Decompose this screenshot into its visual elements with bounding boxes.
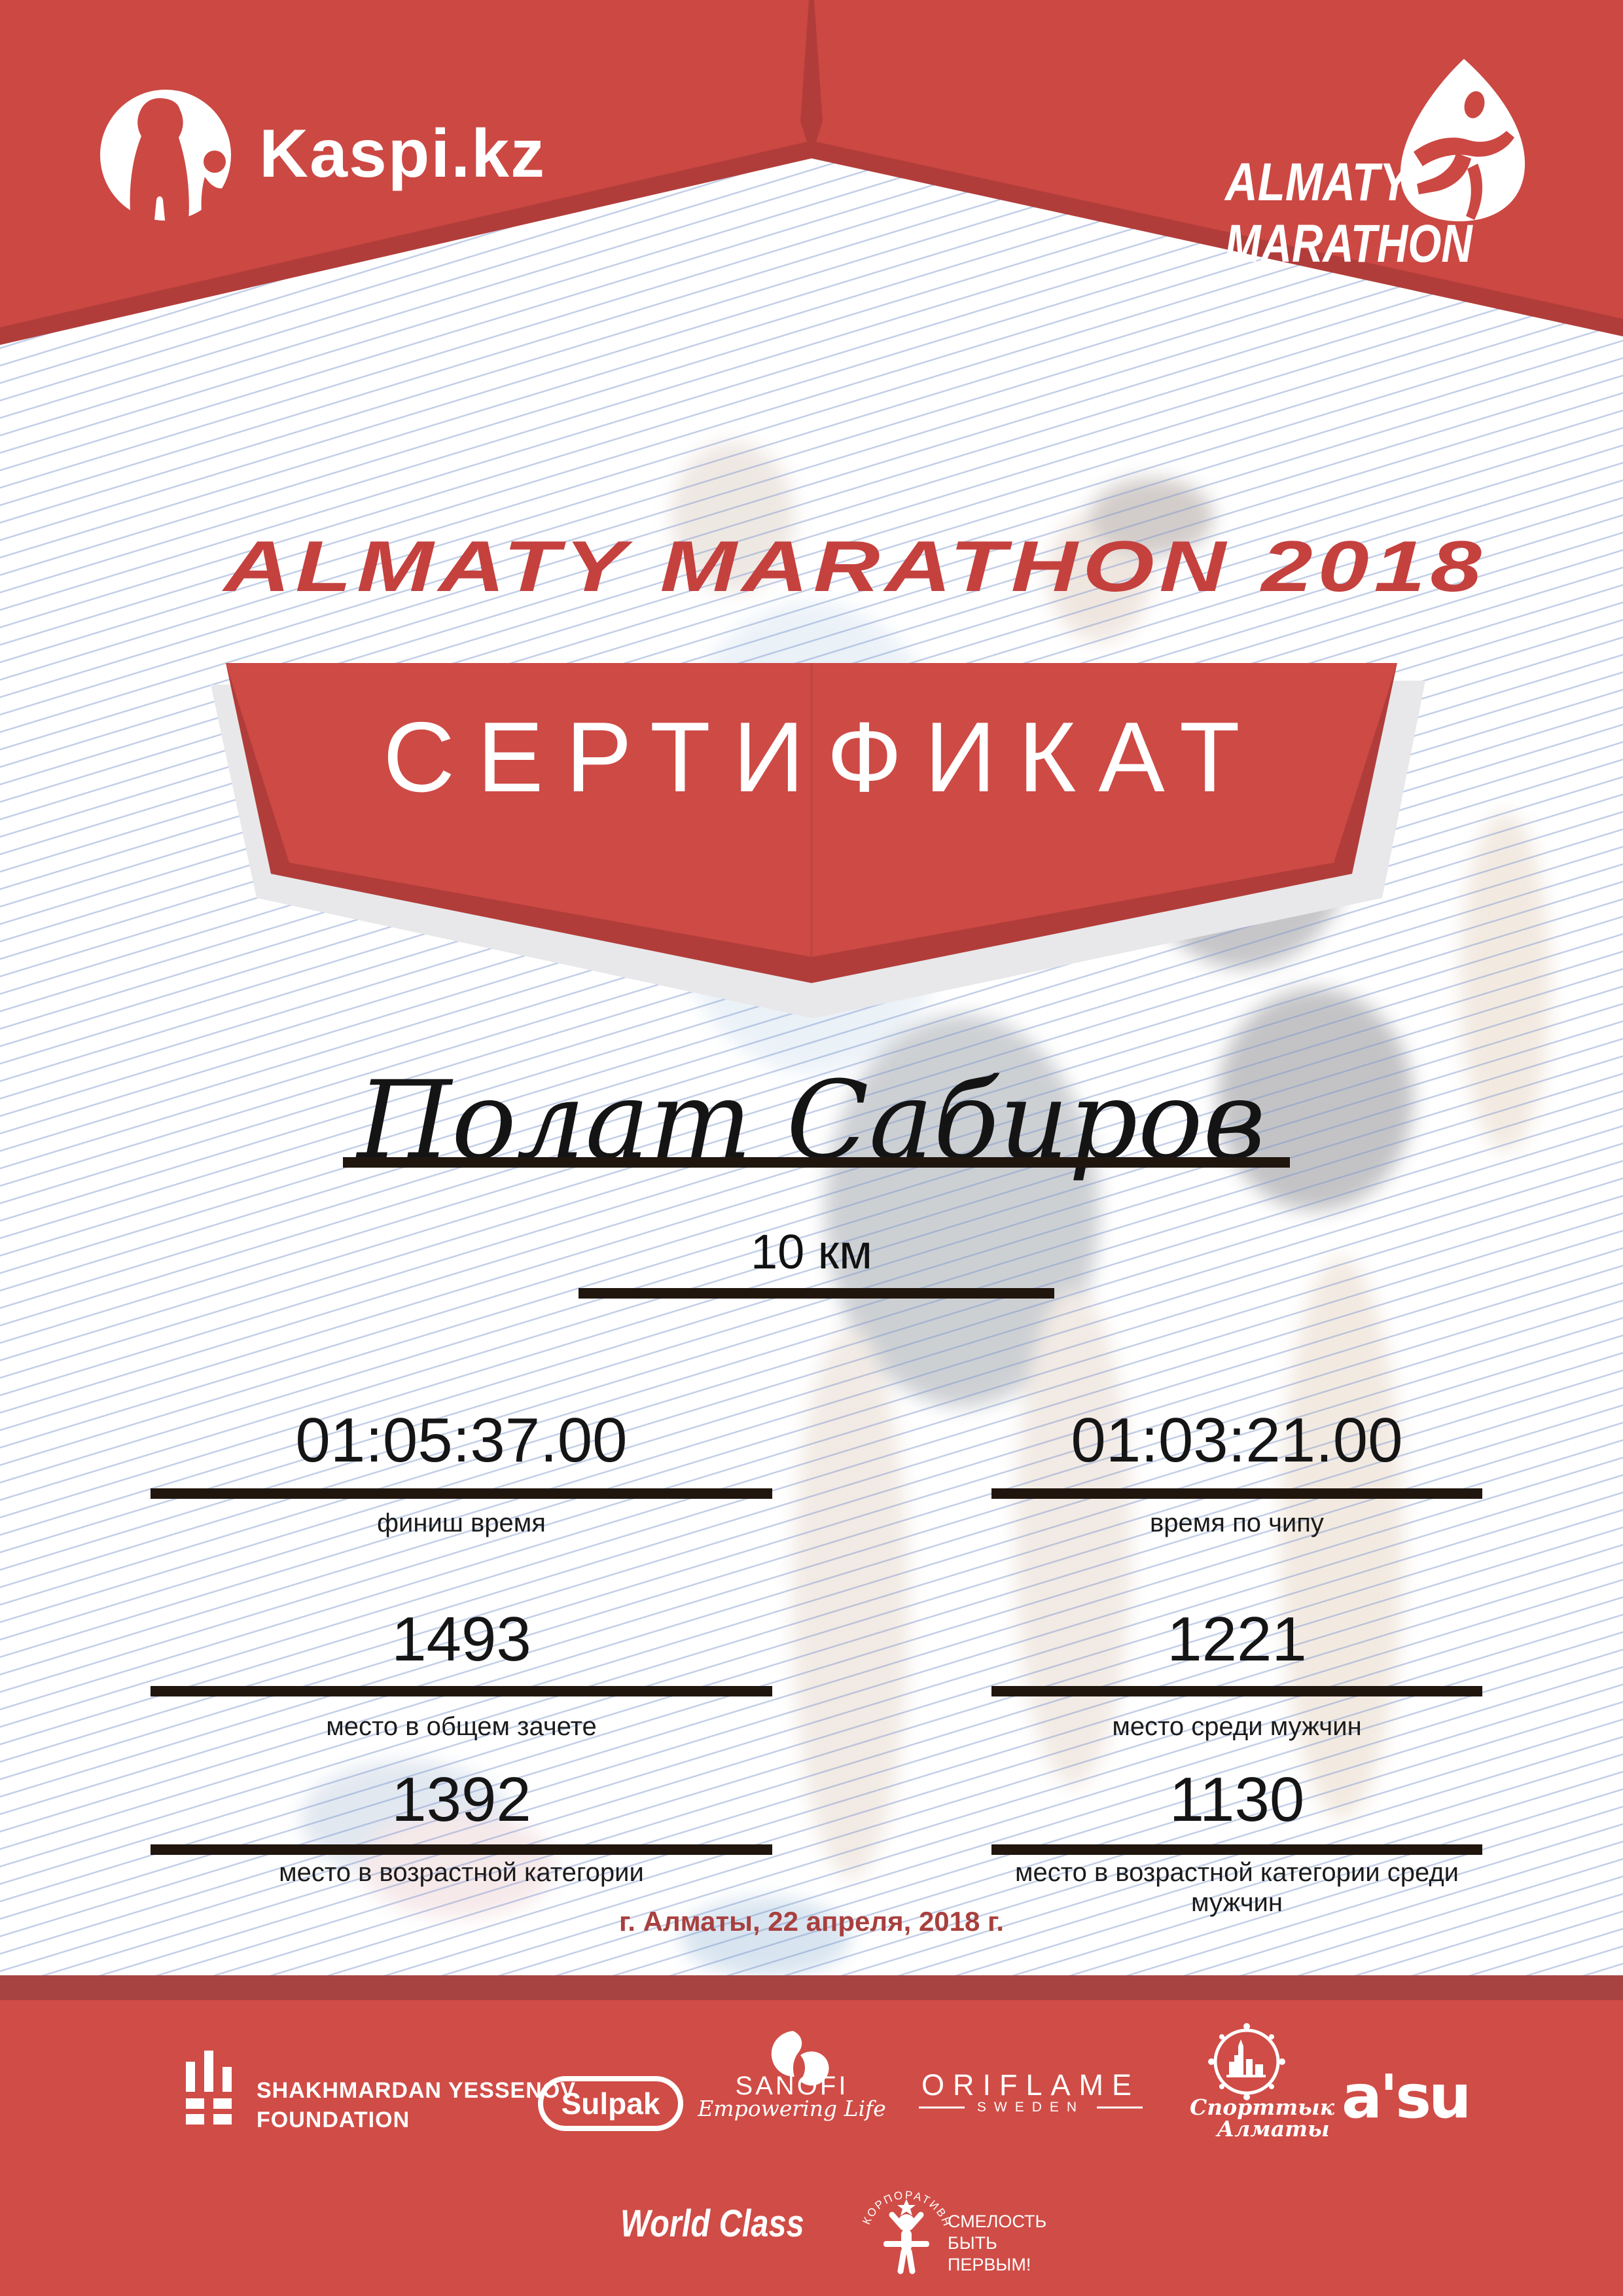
kaspi-logo-icon (100, 90, 249, 254)
footer-strip (0, 1975, 1623, 2000)
yessenov-foundation-icon (186, 2051, 232, 2125)
age-men-place-label: место в возрастной категории среди мужчи… (1014, 1858, 1459, 1917)
men-place-underline (991, 1686, 1482, 1696)
world-class-logo-text: World Class (620, 2202, 804, 2245)
name-underline (343, 1157, 1290, 1168)
overall-place-label: место в общем зачете (326, 1712, 597, 1741)
oriflame-sweden-text: SWEDEN (976, 2100, 1085, 2115)
sulpak-logo-text: Sulpak (561, 2087, 660, 2121)
event-title: ALMATY MARATHON 2018 (224, 526, 1487, 607)
oriflame-logo-text: ORIFLAME (921, 2068, 1141, 2102)
chip-time-label: время по чипу (1150, 1509, 1324, 1537)
age-place-value: 1392 (391, 1765, 531, 1835)
almaty-marathon-logo-line1: ALMATY (1225, 152, 1410, 212)
distance-value: 10 км (750, 1225, 873, 1279)
overall-place-underline (151, 1686, 772, 1696)
event-date-line: г. Алматы, 22 апреля, 2018 г. (619, 1906, 1004, 1937)
header-ribbon-crease (800, 0, 823, 157)
footer-band (0, 2000, 1623, 2296)
fund-slogan-line2: БЫТЬ (948, 2233, 997, 2253)
header-ribbon (0, 0, 1623, 327)
almaty-marathon-logo-line2: MARATHON (1225, 214, 1472, 274)
sport-almaty-emblem (1208, 2023, 1285, 2100)
sulpak-logo-frame (538, 2076, 683, 2131)
overall-place-value: 1493 (391, 1604, 531, 1674)
fund-slogan: СМЕЛОСТЬ БЫТЬ ПЕРВЫМ! (948, 2211, 1046, 2276)
age-men-place-underline (991, 1844, 1482, 1855)
yessenov-foundation-line1: SHAKHMARDAN YESSENOV (257, 2078, 576, 2103)
sanofi-icon (771, 2031, 829, 2086)
finish-time-label: финиш время (377, 1509, 546, 1537)
distance-underline (579, 1288, 1054, 1299)
age-men-place-value: 1130 (1169, 1765, 1305, 1835)
finish-time-value: 01:05:37.00 (295, 1405, 628, 1475)
age-place-underline (151, 1844, 772, 1855)
fund-slogan-line1: СМЕЛОСТЬ (948, 2212, 1047, 2231)
asu-logo-text: a'su (1342, 2062, 1472, 2132)
chip-time-underline (991, 1488, 1482, 1499)
participant-name: Полат Сабиров (357, 1058, 1266, 1183)
age-place-label: место в возрастной категории (279, 1858, 644, 1887)
sanofi-tagline: Empowering Life (698, 2096, 886, 2121)
kaspi-logo-wordmark: Kaspi.kz (259, 116, 546, 192)
fund-slogan-line3: ПЕРВЫМ! (948, 2255, 1031, 2274)
sport-almaty-line2: Алматы (1217, 2116, 1330, 2142)
certificate-label: СЕРТИФИКАТ (383, 702, 1262, 813)
yessenov-foundation-line2: FOUNDATION (257, 2108, 410, 2132)
almaty-marathon-logo-icon (1400, 59, 1525, 222)
finish-time-underline (151, 1488, 772, 1499)
sanofi-logo-text: SANOFI (735, 2072, 849, 2100)
men-place-label: место среди мужчин (1112, 1712, 1362, 1741)
chip-time-value: 01:03:21.00 (1071, 1405, 1403, 1475)
men-place-value: 1221 (1167, 1604, 1307, 1674)
certificate-banner (211, 663, 1425, 1018)
